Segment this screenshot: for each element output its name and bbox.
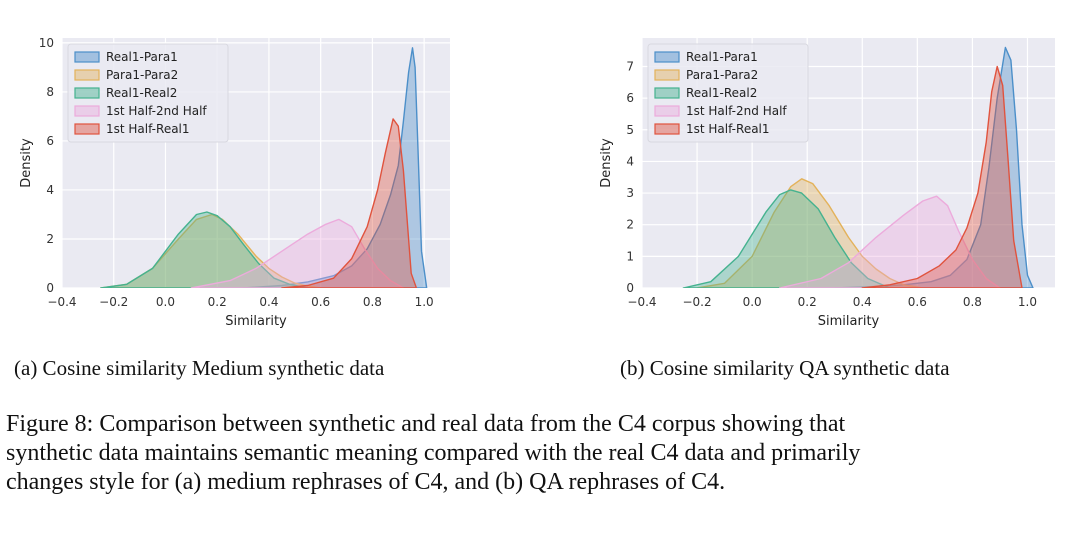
x-tick-label: 0.6 xyxy=(311,295,330,309)
x-tick-label: 0.8 xyxy=(363,295,382,309)
x-tick-label: −0.2 xyxy=(99,295,128,309)
legend-swatch xyxy=(654,87,680,99)
x-tick-label: 0.6 xyxy=(908,295,927,309)
x-tick-label: 0.2 xyxy=(208,295,227,309)
figure-caption-line: synthetic data maintains semantic meanin… xyxy=(6,440,861,466)
x-axis-label: Similarity xyxy=(818,314,880,329)
x-tick-label: 0.4 xyxy=(259,295,278,309)
y-axis-label: Density xyxy=(19,138,34,188)
legend-swatch xyxy=(654,69,680,81)
density-area xyxy=(682,189,891,288)
density-area xyxy=(696,178,924,288)
panel-caption-b: (b) Cosine similarity QA synthetic data xyxy=(620,356,950,380)
chart-panel-a: −0.4 −0.2 0.0 0.2 0.4 0.6 0.8 1.0 0 2 4 6 8 10 Similar… xyxy=(10,30,470,330)
y-tick-label: 6 xyxy=(46,134,54,148)
legend-box xyxy=(647,43,809,143)
legend-swatch xyxy=(74,87,100,99)
legend-entry: Real1-Para1 xyxy=(686,50,758,64)
legend-swatch xyxy=(74,51,100,63)
legend-entry: Real1-Para1 xyxy=(106,50,178,64)
y-tick-label: 8 xyxy=(46,85,54,99)
legend-entry: Para1-Para2 xyxy=(106,68,178,82)
x-tick-label: 0.8 xyxy=(963,295,982,309)
chart-panel-b: −0.4 −0.2 0.0 0.2 0.4 0.6 0.8 1.0 0 1 2 3 4 5 6 7 Simila… xyxy=(590,30,1060,330)
figure-caption: Figure 8: Comparison between synthetic a… xyxy=(6,410,1076,497)
density-area xyxy=(778,195,1001,288)
figure-caption-line: changes style for (a) medium rephrases o… xyxy=(6,469,726,495)
y-tick-label: 4 xyxy=(626,154,634,168)
y-tick-label: 3 xyxy=(626,186,634,200)
legend-swatch xyxy=(74,69,100,81)
series-group xyxy=(100,47,428,288)
x-axis-label: Similarity xyxy=(225,314,287,329)
legend-entry: Real1-Real2 xyxy=(686,86,757,100)
y-tick-label: 0 xyxy=(46,281,54,295)
density-area xyxy=(834,46,1034,288)
y-tick-label: 2 xyxy=(626,218,634,232)
legend-entry: 1st Half-Real1 xyxy=(686,122,770,136)
legend-entry: Para1-Para2 xyxy=(686,68,758,82)
legend-swatch xyxy=(654,123,680,135)
y-tick-label: 7 xyxy=(626,59,634,73)
x-tick-label: 0.2 xyxy=(798,295,817,309)
density-area xyxy=(281,118,418,288)
density-area xyxy=(190,218,405,288)
legend-entry: 1st Half-2nd Half xyxy=(106,104,207,118)
x-tick-label: 1.0 xyxy=(415,295,434,309)
x-tick-label: 0.0 xyxy=(156,295,175,309)
x-tick-label: −0.2 xyxy=(682,295,711,309)
y-tick-label: 5 xyxy=(626,123,634,137)
x-tick-label: 0.0 xyxy=(743,295,762,309)
panel-caption-a: (a) Cosine similarity Medium synthetic d… xyxy=(14,356,385,380)
legend-box xyxy=(67,43,229,143)
y-tick-label: 1 xyxy=(626,249,634,263)
legend-entry: 1st Half-2nd Half xyxy=(686,104,787,118)
legend-swatch xyxy=(654,105,680,117)
legend-swatch xyxy=(74,123,100,135)
y-axis-label: Density xyxy=(599,138,614,188)
x-tick-label: 0.4 xyxy=(853,295,872,309)
y-tick-label: 6 xyxy=(626,91,634,105)
y-tick-label: 4 xyxy=(46,183,54,197)
density-chart-a: −0.4 −0.2 0.0 0.2 0.4 0.6 0.8 1.0 0 2 4 6 8 10 Similar… xyxy=(19,36,450,329)
x-tick-label: −0.4 xyxy=(627,295,656,309)
y-tick-label: 2 xyxy=(46,232,54,246)
legend-entry: 1st Half-Real1 xyxy=(106,122,190,136)
x-tick-label: 1.0 xyxy=(1018,295,1037,309)
legend-swatch xyxy=(654,51,680,63)
legend-swatch xyxy=(74,105,100,117)
series-group xyxy=(682,46,1034,288)
legend-entry: Real1-Real2 xyxy=(106,86,177,100)
x-tick-label: −0.4 xyxy=(47,295,76,309)
density-area xyxy=(861,65,1023,288)
y-tick-label: 10 xyxy=(39,36,54,50)
density-chart-b: −0.4 −0.2 0.0 0.2 0.4 0.6 0.8 1.0 0 1 2 3 4 5 6 7 Simila… xyxy=(599,38,1055,329)
density-area xyxy=(242,47,428,288)
y-tick-label: 0 xyxy=(626,281,634,295)
figure-caption-line: Figure 8: Comparison between synthetic a… xyxy=(6,411,846,437)
